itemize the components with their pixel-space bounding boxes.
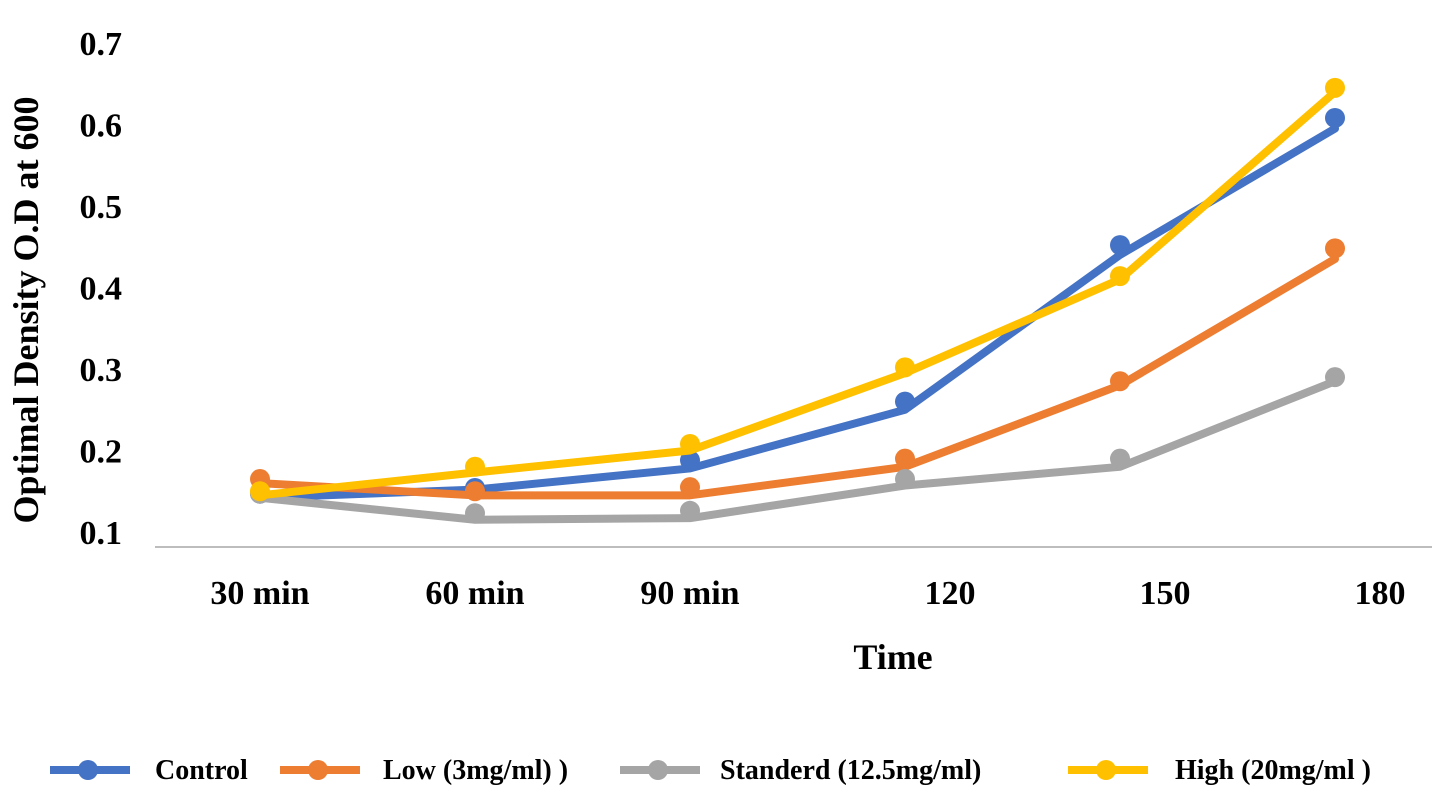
y-tick-label: 0.6 — [80, 108, 123, 145]
data-point — [250, 481, 270, 502]
legend-label: High (20mg/ml ) — [1175, 755, 1371, 786]
data-point — [895, 391, 915, 412]
legend-item: Standerd (12.5mg/ml) — [620, 755, 981, 786]
data-point — [680, 477, 700, 498]
legend-swatch-marker — [308, 760, 328, 780]
legend: Control Low (3mg/ml) ) Standerd (12.5mg/ml… — [50, 755, 1371, 786]
y-tick-label: 0.3 — [80, 352, 123, 389]
legend-swatch-marker — [648, 760, 668, 780]
x-tick-label: 180 — [1355, 575, 1406, 612]
series-low — [250, 238, 1345, 502]
legend-swatch-marker — [1096, 760, 1116, 780]
data-point — [680, 433, 700, 454]
data-point — [465, 503, 485, 524]
x-tick-label: 30 min — [210, 575, 309, 612]
data-point — [1110, 266, 1130, 287]
x-tick-label: 60 min — [425, 575, 524, 612]
y-tick-label: 0.2 — [80, 434, 123, 471]
data-point — [1110, 371, 1130, 392]
x-tick-label: 90 min — [640, 575, 739, 612]
y-tick-label: 0.5 — [80, 189, 123, 226]
x-axis-ticks: 30 min 60 min 90 min 120 150 180 — [210, 575, 1405, 612]
legend-swatch-marker — [78, 760, 98, 780]
data-point — [895, 357, 915, 378]
legend-label: Control — [155, 755, 248, 786]
series-line — [256, 254, 1339, 500]
data-point — [1110, 235, 1130, 256]
y-axis-title: Optimal Density O.D at 600 — [6, 97, 46, 524]
data-point — [895, 469, 915, 490]
data-point — [1325, 238, 1345, 259]
y-axis-ticks: 0.1 0.2 0.3 0.4 0.5 0.6 0.7 — [80, 26, 123, 552]
series-standerd — [250, 367, 1345, 524]
series-group — [250, 77, 1345, 524]
data-point — [1325, 77, 1345, 98]
data-point — [465, 481, 485, 502]
y-tick-label: 0.1 — [80, 515, 123, 552]
data-point — [895, 448, 915, 469]
x-tick-label: 150 — [1140, 575, 1191, 612]
data-point — [1325, 107, 1345, 128]
legend-item: Control — [50, 755, 248, 786]
y-tick-label: 0.7 — [80, 26, 123, 63]
x-tick-label: 120 — [925, 575, 976, 612]
y-tick-label: 0.4 — [80, 271, 123, 308]
x-axis-title: Time — [853, 637, 932, 677]
series-line — [256, 377, 1339, 524]
legend-label: Low (3mg/ml) ) — [383, 755, 568, 786]
legend-label: Standerd (12.5mg/ml) — [720, 755, 981, 786]
series-line — [256, 87, 1339, 500]
series-high — [250, 77, 1345, 502]
legend-item: High (20mg/ml ) — [1068, 755, 1371, 786]
data-point — [1325, 367, 1345, 388]
data-point — [465, 456, 485, 477]
data-point — [680, 500, 700, 521]
data-point — [1110, 448, 1130, 469]
legend-item: Low (3mg/ml) ) — [280, 755, 568, 786]
data-point — [680, 450, 700, 471]
